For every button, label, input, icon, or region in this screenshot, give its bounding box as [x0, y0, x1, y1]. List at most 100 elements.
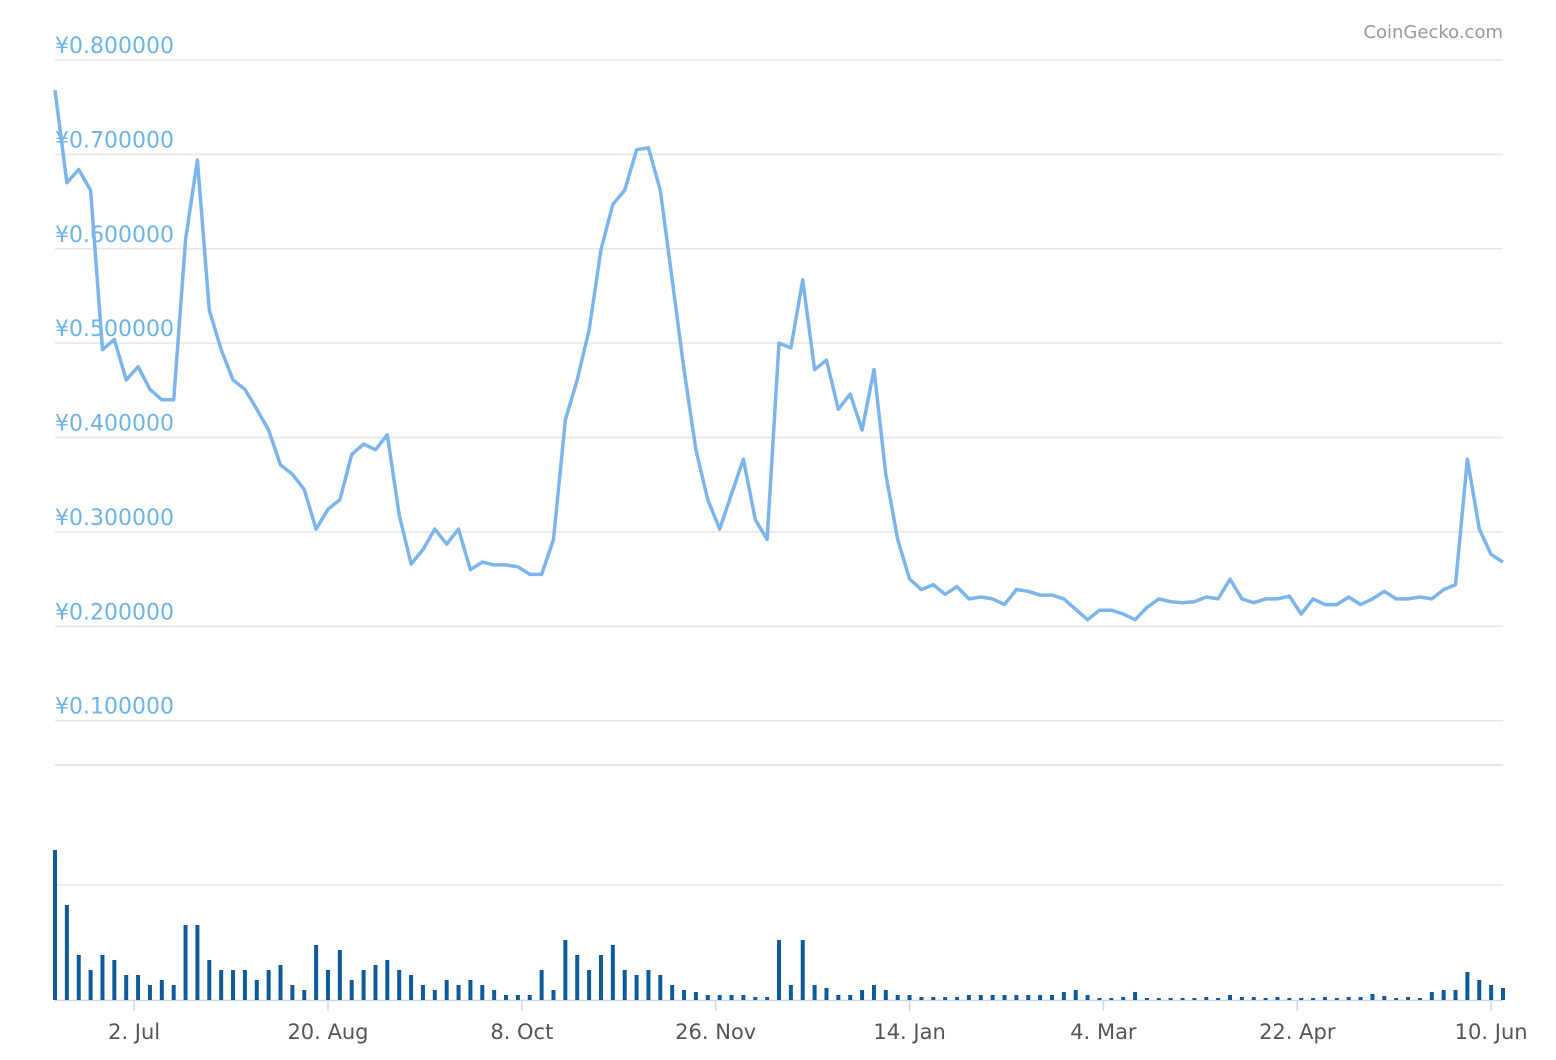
volume-bar — [1465, 972, 1470, 1000]
volume-bar — [990, 995, 995, 1000]
volume-bar — [1299, 998, 1304, 1000]
volume-bar — [1322, 997, 1327, 1000]
volume-bar — [1156, 998, 1161, 1000]
volume-bar — [658, 975, 663, 1000]
volume-bar — [302, 990, 307, 1000]
volume-bar — [812, 985, 817, 1000]
volume-bar — [183, 925, 188, 1000]
volume-bar — [112, 960, 117, 1000]
volume-bar — [1477, 980, 1482, 1000]
y-tick-label: ¥0.700000 — [55, 128, 174, 153]
volume-bar — [373, 965, 378, 1000]
volume-bar — [76, 955, 81, 1000]
volume-bar — [159, 980, 164, 1000]
volume-bar — [1263, 998, 1268, 1000]
volume-bar — [551, 990, 556, 1000]
volume-bar — [1168, 998, 1173, 1000]
volume-bar — [266, 970, 271, 1000]
volume-bar — [860, 990, 865, 1000]
volume-bar — [207, 960, 212, 1000]
volume-bar — [978, 995, 983, 1000]
volume-bar — [1370, 994, 1375, 1000]
volume-bar — [1061, 992, 1066, 1000]
volume-bar — [1121, 997, 1126, 1000]
volume-bar — [504, 995, 509, 1000]
volume-bar — [171, 985, 176, 1000]
volume-bar — [1275, 997, 1280, 1000]
volume-bar — [777, 940, 781, 1000]
y-tick-label: ¥0.800000 — [55, 34, 174, 59]
volume-bar — [587, 970, 592, 1000]
volume-bar — [800, 940, 805, 1000]
volume-bar — [1441, 990, 1446, 1000]
volume-bar — [1429, 992, 1434, 1000]
volume-bar — [622, 970, 627, 1000]
volume-bar — [883, 990, 888, 1000]
volume-bar — [670, 985, 675, 1000]
volume-bar — [385, 960, 390, 1000]
volume-bar — [646, 970, 651, 1000]
volume-bar — [1216, 998, 1221, 1000]
volume-bar — [753, 997, 758, 1000]
volume-bar — [349, 980, 354, 1000]
volume-bar — [1109, 998, 1114, 1000]
volume-bar — [1453, 990, 1458, 1000]
volume-bar — [1097, 998, 1102, 1000]
volume-bar — [575, 955, 580, 1000]
price-line — [53, 89, 1504, 622]
volume-bar — [480, 985, 485, 1000]
volume-bar — [598, 955, 603, 1000]
volume-bar — [682, 990, 687, 1000]
volume-bar — [1334, 998, 1339, 1000]
volume-bar — [195, 925, 200, 1000]
volume-bar — [444, 980, 449, 1000]
x-tick-label: 2. Jul — [108, 1020, 160, 1044]
volume-bar — [337, 950, 342, 1000]
volume-bar — [717, 995, 722, 1000]
volume-bar — [871, 985, 876, 1000]
volume-bar — [1358, 997, 1363, 1000]
volume-bar — [1038, 995, 1043, 1000]
volume-bar — [1417, 998, 1422, 1000]
volume-bar — [515, 995, 520, 1000]
volume-bar — [693, 992, 698, 1000]
volume-bar — [1311, 998, 1316, 1000]
volume-bar — [907, 995, 912, 1000]
volume-bar — [1192, 998, 1197, 1000]
volume-bar — [634, 975, 639, 1000]
volume-bar — [955, 997, 960, 1000]
volume-bar — [314, 945, 319, 1000]
credit: CoinGecko.com — [1363, 22, 1503, 43]
volume-bar — [824, 988, 829, 1000]
volume-bar — [1406, 997, 1411, 1000]
volume-bar — [1501, 988, 1505, 1000]
volume-bar — [1026, 995, 1031, 1000]
volume-bar — [943, 997, 948, 1000]
volume-bar — [254, 980, 259, 1000]
y-tick-label: ¥0.400000 — [55, 412, 174, 437]
volume-bar — [919, 997, 924, 1000]
volume-bar — [1085, 995, 1090, 1000]
volume-bar — [64, 905, 69, 1000]
volume-bar — [53, 850, 57, 1000]
volume-bar — [1228, 995, 1233, 1000]
volume-bar — [409, 975, 414, 1000]
y-tick-label: ¥0.200000 — [55, 600, 174, 625]
volume-bar — [788, 985, 793, 1000]
volume-bar — [242, 970, 247, 1000]
volume-bar — [741, 995, 746, 1000]
volume-bar — [527, 995, 532, 1000]
volume-bar — [729, 995, 734, 1000]
volume-bar — [931, 997, 936, 1000]
x-tick-label: 10. Jun — [1455, 1020, 1528, 1044]
x-tick-label: 20. Aug — [287, 1020, 368, 1044]
y-tick-label: ¥0.100000 — [55, 695, 174, 720]
volume-bar — [1014, 995, 1019, 1000]
volume-bar — [1239, 997, 1244, 1000]
volume-bar — [361, 970, 366, 1000]
y-tick-label: ¥0.300000 — [55, 506, 174, 531]
volume-bar — [836, 995, 841, 1000]
